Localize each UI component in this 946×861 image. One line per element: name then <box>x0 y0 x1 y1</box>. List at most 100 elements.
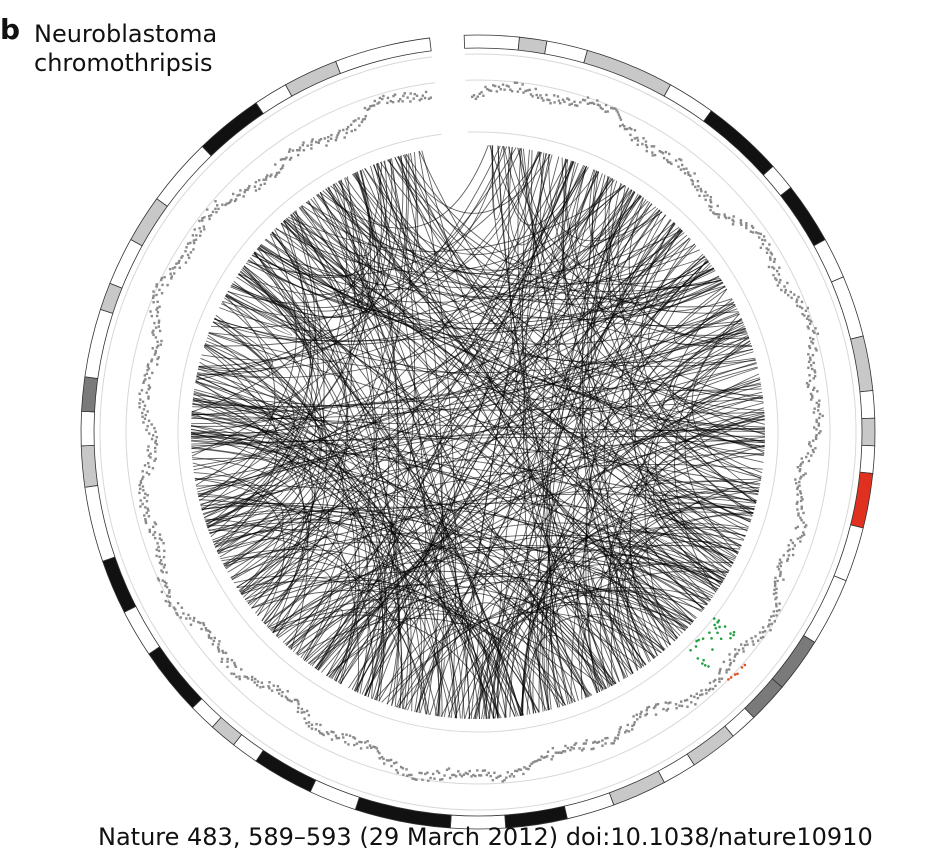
copy-number-point <box>762 235 766 238</box>
loss-point <box>732 633 735 637</box>
copy-number-point <box>686 705 689 708</box>
ideogram-band <box>109 238 143 289</box>
copy-number-point <box>503 88 506 91</box>
rearrangement-arc <box>370 165 427 713</box>
copy-number-point <box>158 288 161 292</box>
copy-number-point <box>148 530 151 534</box>
loss-point <box>729 636 732 640</box>
copy-number-point <box>797 514 800 517</box>
copy-number-point <box>506 771 509 774</box>
copy-number-point <box>689 174 692 177</box>
copy-number-point <box>345 131 348 135</box>
copy-number-point <box>558 751 561 754</box>
copy-number-point <box>815 433 818 437</box>
copy-number-point <box>720 677 724 680</box>
copy-number-point <box>774 576 777 580</box>
copy-number-point <box>592 747 595 750</box>
rearrangement-arc <box>562 159 732 567</box>
rearrangement-arc <box>191 412 540 713</box>
copy-number-point <box>797 512 800 515</box>
copy-number-point <box>808 344 811 348</box>
copy-number-point <box>617 113 621 117</box>
copy-number-point <box>633 129 637 132</box>
rearrangement-arc <box>314 177 612 669</box>
copy-number-point <box>817 403 821 406</box>
copy-number-point <box>763 239 767 242</box>
copy-number-point <box>654 705 657 708</box>
copy-number-point <box>674 703 678 706</box>
rearrangement-arc <box>195 233 297 486</box>
copy-number-point <box>694 703 697 706</box>
copy-number-point <box>666 158 669 162</box>
rearrangement-arc <box>247 189 632 315</box>
copy-number-point <box>157 545 160 549</box>
copy-number-point <box>586 102 590 106</box>
copy-number-point <box>772 610 776 613</box>
loss-point <box>712 617 716 620</box>
copy-number-point <box>796 493 799 496</box>
copy-number-point <box>161 579 164 582</box>
copy-number-point <box>146 494 149 497</box>
copy-number-point <box>803 525 807 529</box>
copy-number-point <box>604 737 607 740</box>
loss-point <box>729 632 732 635</box>
copy-number-point <box>468 769 471 773</box>
loss-point <box>713 623 716 627</box>
copy-number-point <box>689 694 693 698</box>
copy-number-point <box>713 212 716 216</box>
copy-number-point <box>487 771 490 775</box>
copy-number-point <box>279 167 283 171</box>
rearrangement-arc <box>197 312 740 496</box>
copy-number-point <box>772 614 775 618</box>
rearrangement-arc <box>196 377 742 546</box>
copy-number-point <box>474 97 478 101</box>
copy-number-point <box>418 771 421 775</box>
copy-number-point <box>484 85 487 89</box>
copy-number-point <box>554 751 558 754</box>
copy-number-point <box>147 454 151 457</box>
copy-number-point <box>815 349 818 352</box>
copy-number-point <box>233 663 237 667</box>
copy-number-point <box>151 371 154 375</box>
copy-number-point <box>497 85 501 89</box>
copy-number-point <box>778 558 782 561</box>
copy-number-point <box>589 101 592 105</box>
copy-number-point <box>772 260 776 264</box>
copy-number-point <box>797 295 800 299</box>
rearrangement-arc <box>192 397 499 719</box>
copy-number-point <box>390 764 393 768</box>
copy-number-point <box>161 570 164 574</box>
copy-number-point <box>144 506 147 509</box>
copy-number-point <box>173 266 177 269</box>
rearrangement-arc <box>207 170 372 529</box>
copy-number-point <box>156 306 159 310</box>
copy-number-point <box>515 81 519 84</box>
copy-number-point <box>728 663 732 667</box>
copy-number-point <box>220 657 224 661</box>
copy-number-point <box>162 555 166 559</box>
copy-number-point <box>729 661 732 665</box>
copy-number-point <box>389 758 393 762</box>
copy-number-point <box>802 511 805 515</box>
copy-number-point <box>540 755 543 758</box>
copy-number-point <box>453 773 456 777</box>
copy-number-point <box>546 98 549 101</box>
copy-number-point <box>709 195 713 199</box>
copy-number-point <box>395 768 398 772</box>
copy-number-point <box>152 294 155 298</box>
copy-number-point <box>765 247 768 250</box>
gain-point <box>740 666 744 669</box>
copy-number-point <box>148 376 151 380</box>
copy-number-point <box>150 423 153 426</box>
copy-number-point <box>144 413 147 417</box>
copy-number-point <box>798 469 801 473</box>
copy-number-point <box>705 692 708 695</box>
ideogram-band <box>81 376 99 413</box>
copy-number-point <box>783 291 787 294</box>
copy-number-point <box>314 728 318 731</box>
copy-number-point <box>327 732 330 736</box>
copy-number-point <box>794 478 797 481</box>
copy-number-point <box>267 685 270 688</box>
loss-point <box>718 625 721 629</box>
copy-number-point <box>141 475 145 479</box>
